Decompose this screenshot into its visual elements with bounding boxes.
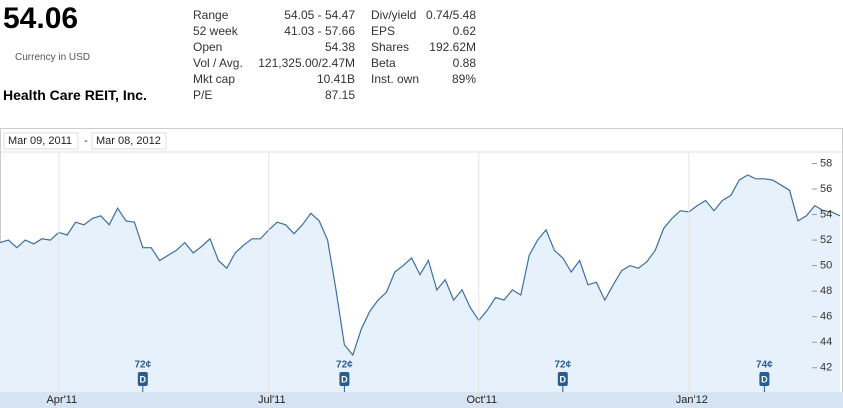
stat-value: 41.03 - 57.66 — [284, 24, 355, 38]
y-tick-label: 48 — [820, 285, 832, 297]
stat-label: EPS — [371, 24, 396, 38]
stat-label: Shares — [371, 40, 410, 54]
y-tick-label: 50 — [820, 260, 832, 272]
range-end-box[interactable] — [91, 132, 167, 150]
dividend-icon[interactable]: D — [140, 374, 147, 384]
y-tick-label: 54 — [820, 208, 832, 220]
price: 54.06 — [3, 2, 79, 35]
dividend-icon[interactable]: D — [341, 374, 348, 384]
x-tick-label: Oct'11 — [466, 394, 497, 406]
dividend-flag[interactable] — [137, 372, 148, 386]
dividend-label: 74¢ — [756, 360, 773, 371]
range-separator: - — [84, 135, 88, 147]
dividend-label: 72¢ — [134, 360, 151, 371]
stat-label: Beta — [371, 56, 396, 70]
stat-label: Range — [193, 8, 229, 22]
stat-label: Vol / Avg. — [193, 56, 243, 70]
x-tick-label: Apr'11 — [46, 394, 77, 406]
y-tick-label: 44 — [820, 336, 832, 348]
y-tick-label: 56 — [820, 183, 832, 195]
y-tick-label: 52 — [820, 234, 832, 246]
dividend-flag[interactable] — [557, 372, 568, 386]
stat-value: 0.88 — [452, 56, 476, 70]
dividend-icon[interactable]: D — [761, 374, 768, 384]
currency: Currency in USD — [15, 52, 91, 63]
chart: Mar 09, 2011 - Mar 08, 2012 42 44 46 48 50 52… — [0, 128, 843, 408]
stat-label: Inst. own — [371, 72, 420, 86]
stat-value: 54.38 — [324, 40, 355, 54]
stat-value: 192.62M — [429, 40, 476, 54]
stat-label: P/E — [193, 88, 213, 102]
area-fill — [0, 175, 840, 392]
stat-value: 89% — [451, 72, 476, 86]
dividend-label: 72¢ — [554, 360, 571, 371]
stat-value: 10.41B — [316, 72, 355, 86]
range-end[interactable]: Mar 08, 2012 — [96, 135, 161, 147]
company-name: Health Care REIT, Inc. — [3, 87, 147, 103]
x-tick-label: Jan'12 — [676, 394, 708, 406]
stat-value: 0.74/5.48 — [425, 8, 476, 22]
x-tick-label: Jul'11 — [258, 394, 286, 406]
price-line — [0, 174, 841, 357]
dividend-icon[interactable]: D — [560, 374, 567, 384]
dividend-label: 72¢ — [336, 360, 353, 371]
y-tick-label: 42 — [820, 362, 832, 374]
stat-value: 0.62 — [452, 24, 476, 38]
y-tick-label: 58 — [820, 157, 832, 169]
stat-label: Div/yield — [371, 8, 417, 22]
stat-value: 54.05 - 54.47 — [284, 8, 355, 22]
range-start[interactable]: Mar 09, 2011 — [8, 135, 72, 147]
stat-value: 121,325.00/2.47M — [258, 56, 355, 70]
stat-label: Mkt cap — [193, 72, 236, 86]
stat-label: 52 week — [193, 24, 238, 38]
y-tick-label: 46 — [820, 311, 832, 323]
range-start-box[interactable] — [3, 132, 79, 150]
x-axis-band — [0, 392, 843, 408]
stat-value: 87.15 — [324, 88, 355, 102]
dividend-flag[interactable] — [759, 372, 770, 386]
stat-label: Open — [193, 40, 223, 54]
dividend-flag[interactable] — [339, 372, 350, 386]
